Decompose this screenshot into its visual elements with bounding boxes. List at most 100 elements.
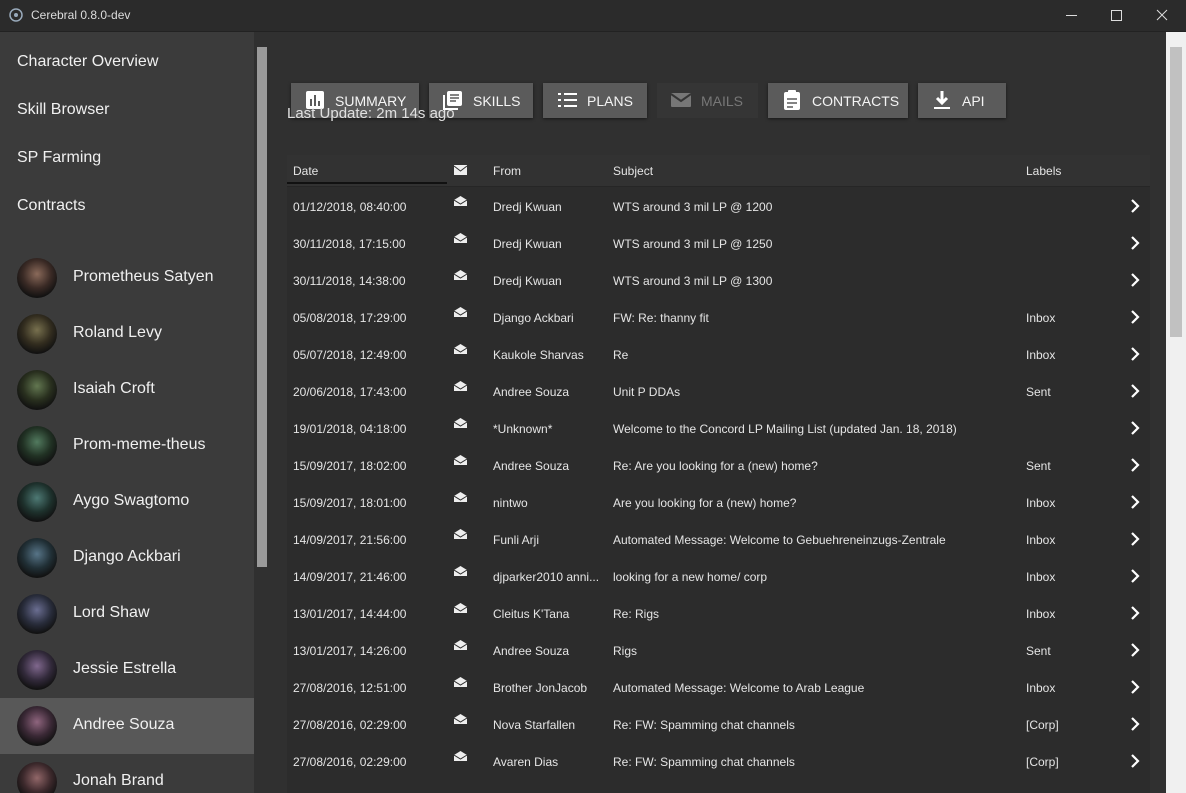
character-item[interactable]: Django Ackbari — [0, 530, 254, 586]
character-name: Jessie Estrella — [73, 660, 177, 677]
character-item[interactable]: Isaiah Croft — [0, 362, 254, 418]
open-chevron[interactable] — [1130, 569, 1140, 583]
column-header[interactable]: Date — [293, 164, 319, 178]
read-icon — [454, 233, 468, 243]
avatar — [17, 426, 57, 466]
toolbar-button[interactable]: API — [918, 83, 1006, 118]
open-chevron[interactable] — [1130, 495, 1140, 509]
button-label: API — [962, 93, 985, 109]
mail-date: 14/09/2017, 21:46:00 — [293, 570, 407, 584]
mail-row[interactable]: 30/11/2018, 17:15:00 Dredj Kwuan WTS aroun… — [287, 224, 1150, 261]
mail-row[interactable]: 19/01/2018, 04:18:00 *Unknown* Welcome to … — [287, 409, 1150, 446]
nav-item[interactable]: Skill Browser — [17, 101, 110, 118]
open-chevron[interactable] — [1130, 643, 1140, 657]
mail-row[interactable]: 30/11/2018, 14:38:00 Dredj Kwuan WTS aroun… — [287, 261, 1150, 298]
avatar — [17, 314, 57, 354]
window-title: Cerebral 0.8.0-dev — [31, 8, 131, 22]
mail-subject: Welcome to the Concord LP Mailing List (… — [613, 422, 957, 436]
open-chevron[interactable] — [1130, 606, 1140, 620]
open-chevron[interactable] — [1130, 347, 1140, 361]
character-item[interactable]: Aygo Swagtomo — [0, 474, 254, 530]
mail-date: 30/11/2018, 14:38:00 — [293, 274, 406, 288]
open-chevron[interactable] — [1130, 754, 1140, 768]
open-chevron[interactable] — [1130, 310, 1140, 324]
button-label: MAILS — [701, 93, 744, 109]
mail-labels: [Corp] — [1026, 755, 1059, 769]
open-chevron[interactable] — [1130, 384, 1140, 398]
nav-item[interactable]: SP Farming — [17, 149, 102, 166]
toolbar-button[interactable]: SKILLS — [429, 83, 533, 118]
character-item[interactable]: Prom-meme-theus — [0, 418, 254, 474]
toolbar-button[interactable]: SUMMARY — [291, 83, 419, 118]
mail-labels: Sent — [1026, 459, 1051, 473]
open-chevron[interactable] — [1130, 421, 1140, 435]
read-icon — [454, 492, 468, 502]
mail-row[interactable]: 01/12/2018, 08:40:00 Dredj Kwuan WTS aroun… — [287, 187, 1150, 224]
open-chevron[interactable] — [1130, 273, 1140, 287]
character-name: Django Ackbari — [73, 548, 181, 565]
character-name: Roland Levy — [73, 324, 162, 341]
character-item[interactable]: Jessie Estrella — [0, 642, 254, 698]
toolbar-button: MAILS — [657, 83, 758, 118]
column-header[interactable]: From — [493, 164, 521, 178]
character-item[interactable]: Roland Levy — [0, 306, 254, 362]
open-chevron[interactable] — [1130, 199, 1140, 213]
mail-row[interactable]: 05/08/2018, 17:29:00 Django Ackbari FW: Re… — [287, 298, 1150, 335]
main-scrollbar[interactable] — [1166, 32, 1186, 793]
character-item[interactable]: Jonah Brand — [0, 754, 254, 793]
mail-subject: Re — [613, 348, 629, 362]
mail-row[interactable]: 14/09/2017, 21:46:00 djparker2010 anni...… — [287, 557, 1150, 594]
mail-row[interactable]: 05/07/2018, 12:49:00 Kaukole Sharvas Re Inb… — [287, 335, 1150, 372]
button-label: SKILLS — [473, 93, 521, 109]
mail-row[interactable]: 20/06/2018, 17:43:00 Andree Souza Unit P D… — [287, 372, 1150, 409]
read-icon — [454, 381, 468, 391]
sidebar-scrollbar[interactable] — [254, 32, 270, 793]
character-item[interactable]: Lord Shaw — [0, 586, 254, 642]
open-chevron[interactable] — [1130, 680, 1140, 694]
mail-from: *Unknown* — [493, 422, 553, 436]
nav-item[interactable]: Contracts — [17, 197, 86, 214]
mail-table: Date From Subject Labels 01/12/2018, 08:40:0… — [287, 155, 1150, 793]
mail-labels: Inbox — [1026, 570, 1056, 584]
mail-subject: Re: FW: Spamming chat channels — [613, 755, 795, 769]
open-chevron[interactable] — [1130, 236, 1140, 250]
mail-from: Nova Starfallen — [493, 718, 576, 732]
mail-row[interactable]: 27/08/2016, 02:29:00 Avaren Dias Re: FW: S… — [287, 742, 1150, 779]
character-item[interactable]: Prometheus Satyen — [0, 250, 254, 306]
mail-row[interactable]: 13/01/2017, 14:44:00 Cleitus K'Tana Re: Ri… — [287, 594, 1150, 631]
character-item[interactable]: Andree Souza — [0, 698, 254, 754]
header-underline — [287, 182, 447, 184]
mail-subject: FW: Re: thanny fit — [613, 311, 709, 325]
column-header[interactable]: Labels — [1026, 164, 1062, 178]
nav-item[interactable]: Character Overview — [17, 53, 159, 70]
mail-labels: Inbox — [1026, 496, 1056, 510]
toolbar-button[interactable]: CONTRACTS — [768, 83, 908, 118]
mail-row[interactable]: 13/01/2017, 14:26:00 Andree Souza Rigs Sent — [287, 631, 1150, 668]
open-chevron[interactable] — [1130, 458, 1140, 472]
read-icon — [454, 270, 468, 280]
mail-labels: Inbox — [1026, 681, 1056, 695]
mail-row[interactable]: 27/08/2016, 02:29:00 Nova Starfallen Re: F… — [287, 705, 1150, 742]
mail-from: Dredj Kwuan — [493, 237, 562, 251]
mail-row[interactable]: 15/09/2017, 18:02:00 Andree Souza Re: Are … — [287, 446, 1150, 483]
button-label: PLANS — [587, 93, 633, 109]
mail-from: Dredj Kwuan — [493, 274, 562, 288]
read-icon — [454, 566, 468, 576]
mail-subject: Automated Message: Welcome to Gebuehrene… — [613, 533, 946, 547]
mail-row[interactable]: 14/09/2017, 21:56:00 Funli Arji Automated … — [287, 520, 1150, 557]
window-controls[interactable] — [1060, 0, 1186, 31]
mail-date: 19/01/2018, 04:18:00 — [293, 422, 407, 436]
mail-row[interactable]: 15/09/2017, 18:01:00 nintwo Are you lookin… — [287, 483, 1150, 520]
mail-from: Kaukole Sharvas — [493, 348, 584, 362]
avatar — [17, 370, 57, 410]
mail-row[interactable]: 27/08/2016, 12:51:00 Brother JonJacob Auto… — [287, 668, 1150, 705]
mail-labels: Inbox — [1026, 533, 1056, 547]
open-chevron[interactable] — [1130, 532, 1140, 546]
mail-date: 05/07/2018, 12:49:00 — [293, 348, 407, 362]
mail-date: 15/09/2017, 18:01:00 — [293, 496, 407, 510]
column-header[interactable]: Subject — [613, 164, 654, 178]
toolbar-button[interactable]: PLANS — [543, 83, 647, 118]
character-name: Prometheus Satyen — [73, 268, 214, 285]
open-chevron[interactable] — [1130, 717, 1140, 731]
avatar — [17, 762, 57, 793]
